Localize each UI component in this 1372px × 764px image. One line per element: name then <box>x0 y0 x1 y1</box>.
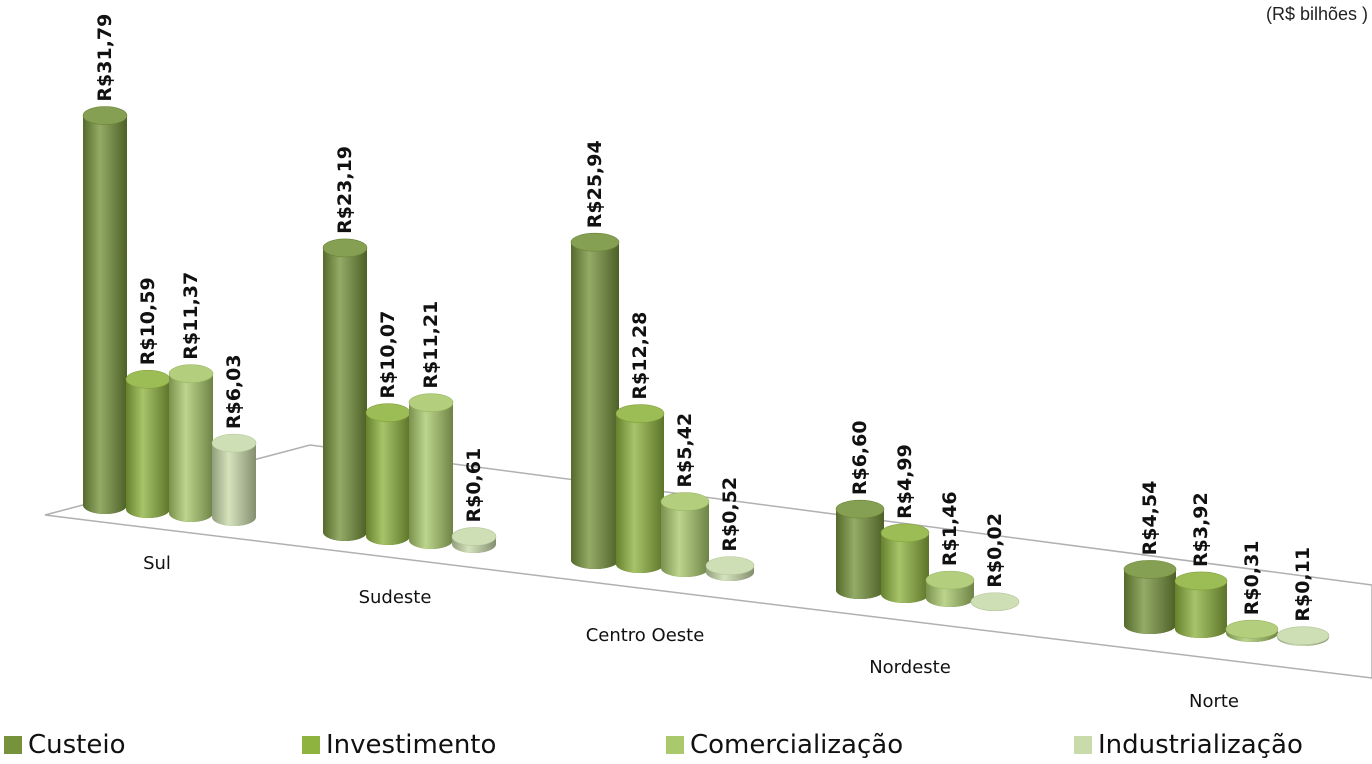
bar-nordeste-custeio <box>835 499 885 599</box>
category-label: Centro Oeste <box>586 625 705 646</box>
value-label: R$31,79 <box>94 14 116 102</box>
bar-sul-investimento <box>125 369 171 518</box>
bar-chart: R$31,79 R$10,59 R$11,37 R$6,03 R$23,19 R$10,0… <box>44 14 1372 712</box>
legend-swatch-comercializacao <box>666 736 684 754</box>
bars-layer <box>82 106 1330 646</box>
bar-sudeste-investimento <box>365 403 411 545</box>
legend-item-industrializacao: Industrialização <box>1074 730 1303 760</box>
bar-centro-oeste-industrialização <box>705 556 755 581</box>
category-label: Norte <box>1189 691 1239 712</box>
bar-nordeste-industrialização <box>970 592 1020 612</box>
value-label: R$11,21 <box>420 301 442 389</box>
legend-item-comercializacao: Comercialização <box>666 730 903 760</box>
value-label: R$3,92 <box>1190 492 1212 567</box>
value-labels-layer: R$31,79 R$10,59 R$11,37 R$6,03 R$23,19 R$10,0… <box>94 14 1314 622</box>
category-label: Sul <box>143 553 171 574</box>
bar-nordeste-investimento <box>880 523 930 603</box>
legend-item-custeio: Custeio <box>4 730 126 760</box>
value-label: R$0,61 <box>463 448 485 523</box>
bar-nordeste-comercialização <box>925 570 975 607</box>
bar-sul-comercialização <box>168 364 214 522</box>
bar-norte-investimento <box>1174 571 1228 638</box>
value-label: R$6,03 <box>223 354 245 429</box>
bar-centro-oeste-investimento <box>615 404 665 573</box>
legend-label: Custeio <box>28 730 126 760</box>
value-label: R$25,94 <box>584 140 606 228</box>
bar-sudeste-custeio <box>322 238 368 541</box>
bar-centro-oeste-comercialização <box>660 492 710 577</box>
value-label: R$10,59 <box>137 277 159 365</box>
category-labels-layer: Sul Sudeste Centro Oeste Nordeste Norte <box>143 553 1239 712</box>
bar-sul-industrialização <box>211 433 257 526</box>
legend-label: Industrialização <box>1098 730 1303 760</box>
legend-label: Investimento <box>326 730 497 760</box>
category-label: Sudeste <box>359 587 432 608</box>
legend-swatch-custeio <box>4 736 22 754</box>
bar-centro-oeste-custeio <box>570 232 620 570</box>
value-label: R$5,42 <box>674 413 696 488</box>
bar-sudeste-industrialização <box>451 527 497 553</box>
value-label: R$4,54 <box>1139 481 1161 556</box>
category-label: Nordeste <box>869 657 951 678</box>
value-label: R$0,52 <box>719 477 741 552</box>
value-label: R$11,37 <box>180 272 202 360</box>
bar-norte-comercialização <box>1225 619 1279 642</box>
legend-item-investimento: Investimento <box>302 730 496 760</box>
unit-label: (R$ bilhões ) <box>1265 4 1368 24</box>
legend-swatch-industrializacao <box>1074 736 1092 754</box>
value-label: R$0,31 <box>1241 540 1263 615</box>
value-label: R$0,02 <box>984 513 1006 588</box>
value-label: R$10,07 <box>377 311 399 399</box>
value-label: R$12,28 <box>629 312 651 400</box>
legend: Custeio Investimento Comercialização Ind… <box>0 730 1372 764</box>
bar-sudeste-comercialização <box>408 393 454 549</box>
bar-norte-custeio <box>1123 560 1177 634</box>
bar-norte-industrialização <box>1276 626 1330 646</box>
value-label: R$23,19 <box>334 146 356 234</box>
value-label: R$4,99 <box>894 444 916 519</box>
legend-swatch-investimento <box>302 736 320 754</box>
value-label: R$1,46 <box>939 491 961 566</box>
bar-sul-custeio <box>82 106 128 514</box>
value-label: R$0,11 <box>1292 547 1314 622</box>
legend-label: Comercialização <box>690 730 904 760</box>
value-label: R$6,60 <box>849 420 871 495</box>
